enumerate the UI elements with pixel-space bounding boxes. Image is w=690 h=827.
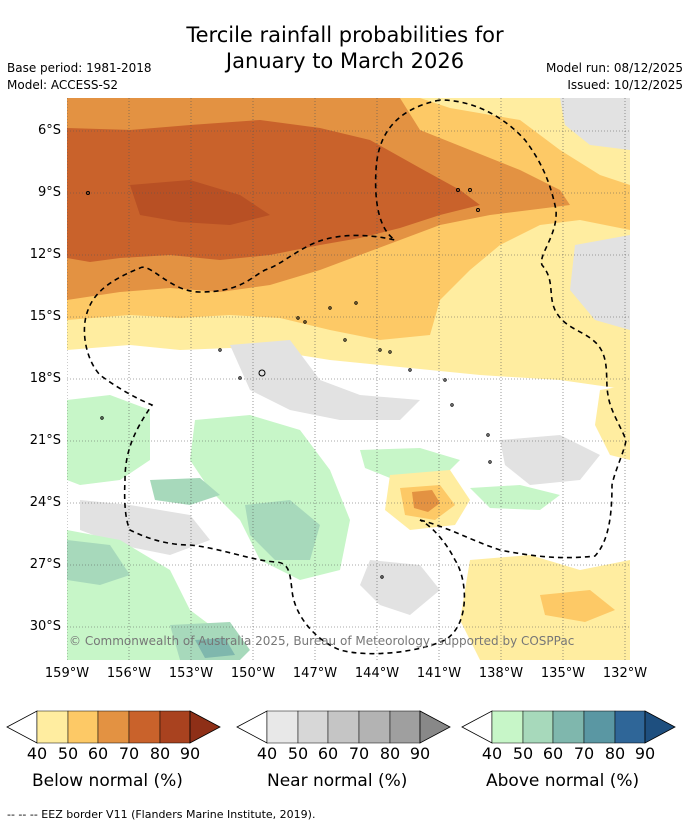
lat-label-18s: 18°S [29,371,61,386]
legend-below-tick: 80 [149,744,171,763]
legend-above-swatch-2 [522,710,554,744]
legend-above-normal-bar [461,710,676,744]
above-50-region-center [245,500,320,560]
lon-label-132w: 132°W [602,666,648,681]
legend-near-tick: 90 [409,744,431,763]
above-50-region-west [150,478,220,505]
legend-above-tick: 40 [481,744,503,763]
islands [86,188,492,579]
lon-label-156w: 156°W [106,666,152,681]
title-line-1: Tercile rainfall probabilities for [186,23,504,47]
legend-near-arrow-right [419,710,451,744]
legend-near-swatch-2 [297,710,329,744]
lat-label-24s: 24°S [29,495,61,510]
legend-below-tick: 60 [87,744,109,763]
lat-label-27s: 27°S [29,557,61,572]
legend-above-title: Above normal (%) [486,771,640,791]
above-60-region [195,638,235,658]
legend-near-swatch-3 [327,710,360,744]
lon-label-147w: 147°W [292,666,338,681]
legend-above-swatch-3 [552,710,585,744]
meta-left: Base period: 1981-2018 Model: ACCESS-S2 [7,60,152,94]
lat-label-6s: 6°S [37,123,61,138]
legend-near-arrow-left [236,710,268,744]
legend-above-tick: 80 [604,744,626,763]
legend-above-swatch-5 [614,710,646,744]
lat-label-12s: 12°S [29,247,61,262]
legend-above-arrow-left [461,710,493,744]
lon-label-144w: 144°W [354,666,400,681]
legend-above-swatch-1 [491,710,524,744]
legend-above-swatch-4 [583,710,616,744]
map-title: Tercile rainfall probabilities for Janua… [0,22,690,74]
legend-below-tick: 40 [26,744,48,763]
legend-near-swatch-1 [266,710,299,744]
title-line-2: January to March 2026 [225,49,465,73]
legend-near-swatch-4 [358,710,391,744]
legend-near-tick: 80 [379,744,401,763]
lon-label-153w: 153°W [168,666,214,681]
lon-label-135w: 135°W [540,666,586,681]
lat-label-9s: 9°S [37,185,61,200]
copyright-notice: © Commonwealth of Australia 2025, Bureau… [69,634,575,648]
lon-label-141w: 141°W [416,666,462,681]
meta-right: Model run: 08/12/2025 Issued: 10/12/2025 [546,60,683,94]
legend-below-swatch-3 [97,710,130,744]
legend-near-swatch-5 [389,710,421,744]
legend-near-tick: 60 [317,744,339,763]
near-normal-patch-east-2 [500,435,600,485]
legend-below-normal-bar [6,710,221,744]
legend-below-swatch-4 [128,710,161,744]
base-period: Base period: 1981-2018 [7,61,152,75]
legend-below-tick: 70 [118,744,140,763]
legend-below-tick: 90 [179,744,201,763]
legend-above-tick: 60 [542,744,564,763]
lon-label-138w: 138°W [478,666,524,681]
lon-label-150w: 150°W [230,666,276,681]
near-normal-patch-east [570,235,630,330]
legend-below-arrow-left [6,710,38,744]
below-40-region-east [595,385,630,460]
legend-below-tick: 50 [57,744,79,763]
legend-near-title: Near normal (%) [267,771,408,791]
issued-date: Issued: 10/12/2025 [567,78,683,92]
legend-above-arrow-right [644,710,676,744]
model-run: Model run: 08/12/2025 [545,61,683,75]
legend-near-normal-bar [236,710,451,744]
legend-below-swatch-2 [67,710,99,744]
lat-label-30s: 30°S [29,619,61,634]
legend-near-tick: 70 [348,744,370,763]
probability-field [67,98,630,660]
legend-below-swatch-5 [159,710,191,744]
below-80-region [130,180,270,225]
above-40-region-west [67,395,150,485]
graticule [67,98,630,660]
eez-footnote: -- -- -- EEZ border V11 (Flanders Marine… [7,808,316,821]
legend-below-title: Below normal (%) [32,771,183,791]
legend-above-tick: 50 [512,744,534,763]
model-name: Model: ACCESS-S2 [7,78,119,92]
legend-below-swatch-1 [36,710,69,744]
above-40-region-se [470,485,560,510]
near-normal-patch-se [360,560,440,615]
below-50-region-south-east [540,590,615,622]
lat-label-15s: 15°S [29,309,61,324]
lon-label-159w: 159°W [44,666,90,681]
below-60-region-south-center [412,490,440,512]
legend-below-arrow-right [189,710,221,744]
above-50-region-sw [67,540,130,585]
lat-label-21s: 21°S [29,433,61,448]
near-normal-patch-center [230,340,420,420]
legend-near-tick: 50 [287,744,309,763]
near-normal-patch-ne [560,98,630,150]
legend-near-tick: 40 [256,744,278,763]
legend-above-tick: 90 [634,744,656,763]
eez-borders [83,99,627,655]
legend-above-tick: 70 [573,744,595,763]
